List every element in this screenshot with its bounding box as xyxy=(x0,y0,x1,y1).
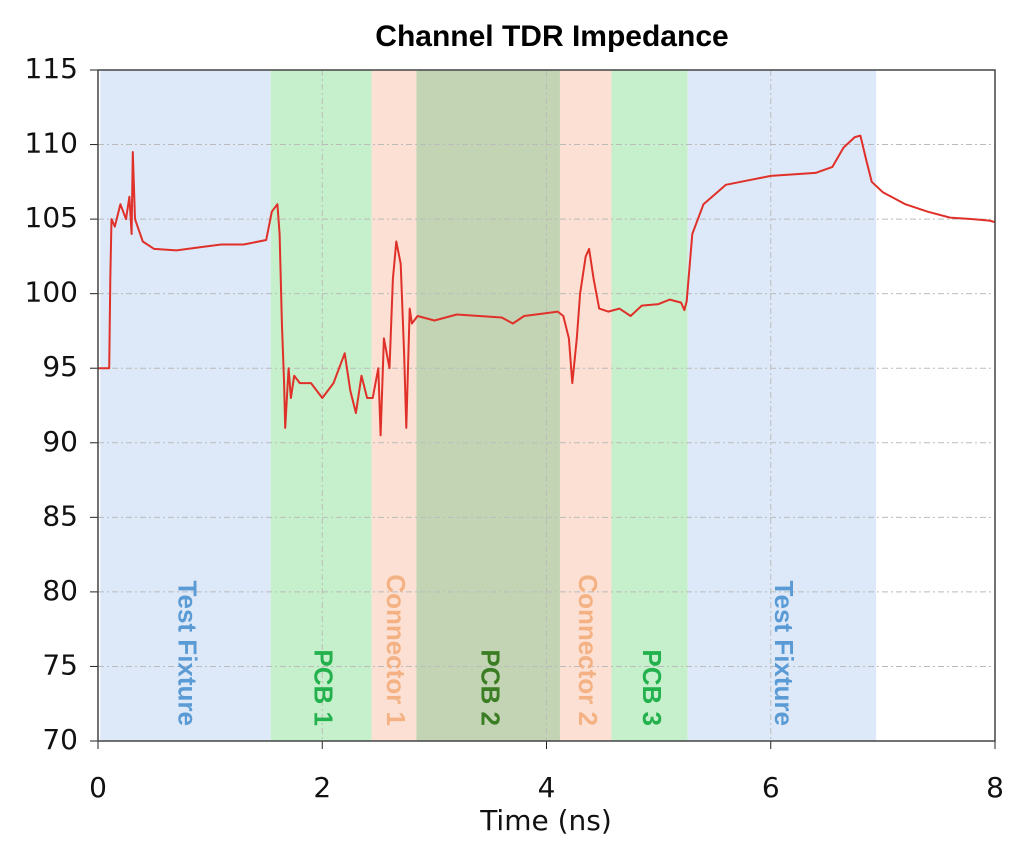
y-tick-label: 70 xyxy=(42,723,78,756)
region-label: Connector 2 xyxy=(573,574,603,726)
region xyxy=(416,70,560,741)
x-tick-label: 8 xyxy=(986,771,1004,804)
y-tick-label: 80 xyxy=(42,574,78,607)
region-label: PCB 2 xyxy=(475,649,505,726)
y-tick-label: 95 xyxy=(42,350,78,383)
x-tick-label: 2 xyxy=(313,771,331,804)
region xyxy=(100,70,271,741)
chart-title: Channel TDR Impedance xyxy=(375,20,728,53)
region-label: Test Fixture xyxy=(173,581,203,726)
x-tick-label: 0 xyxy=(89,771,107,804)
y-tick-label: 110 xyxy=(25,127,78,160)
plot-frame xyxy=(97,69,996,742)
y-tick-label: 90 xyxy=(42,425,78,458)
region xyxy=(687,70,877,741)
region-label: Connector 1 xyxy=(381,574,411,726)
y-tick-label: 115 xyxy=(25,52,78,85)
x-tick-label: 6 xyxy=(762,771,780,804)
region-label: PCB 1 xyxy=(308,649,338,726)
y-tick-label: 105 xyxy=(25,201,78,234)
x-axis-label: Time (ns) xyxy=(479,804,612,837)
region xyxy=(611,70,688,741)
region-label: PCB 3 xyxy=(637,649,667,726)
y-tick-label: 85 xyxy=(42,499,78,532)
x-tick-label: 4 xyxy=(538,771,556,804)
y-tick-label: 100 xyxy=(25,276,78,309)
y-tick-label: 75 xyxy=(42,648,78,681)
region xyxy=(559,70,612,741)
region-label: Test Fixture xyxy=(769,581,799,726)
data-line xyxy=(98,134,996,437)
